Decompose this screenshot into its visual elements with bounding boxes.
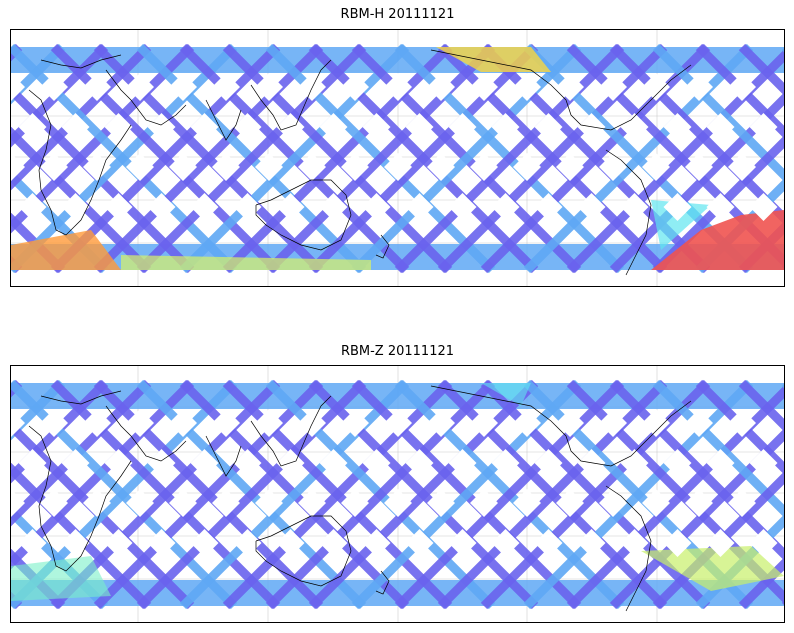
map-canvas-rbm-z (11, 366, 784, 622)
map-title-rbm-z: RBM-Z 20111121 (340, 344, 455, 359)
map-title-rbm-h: RBM-H 20111121 (340, 7, 455, 22)
map-panel-rbm-z (10, 365, 785, 623)
map-panel-rbm-h (10, 29, 785, 287)
map-canvas-rbm-h (11, 30, 784, 286)
